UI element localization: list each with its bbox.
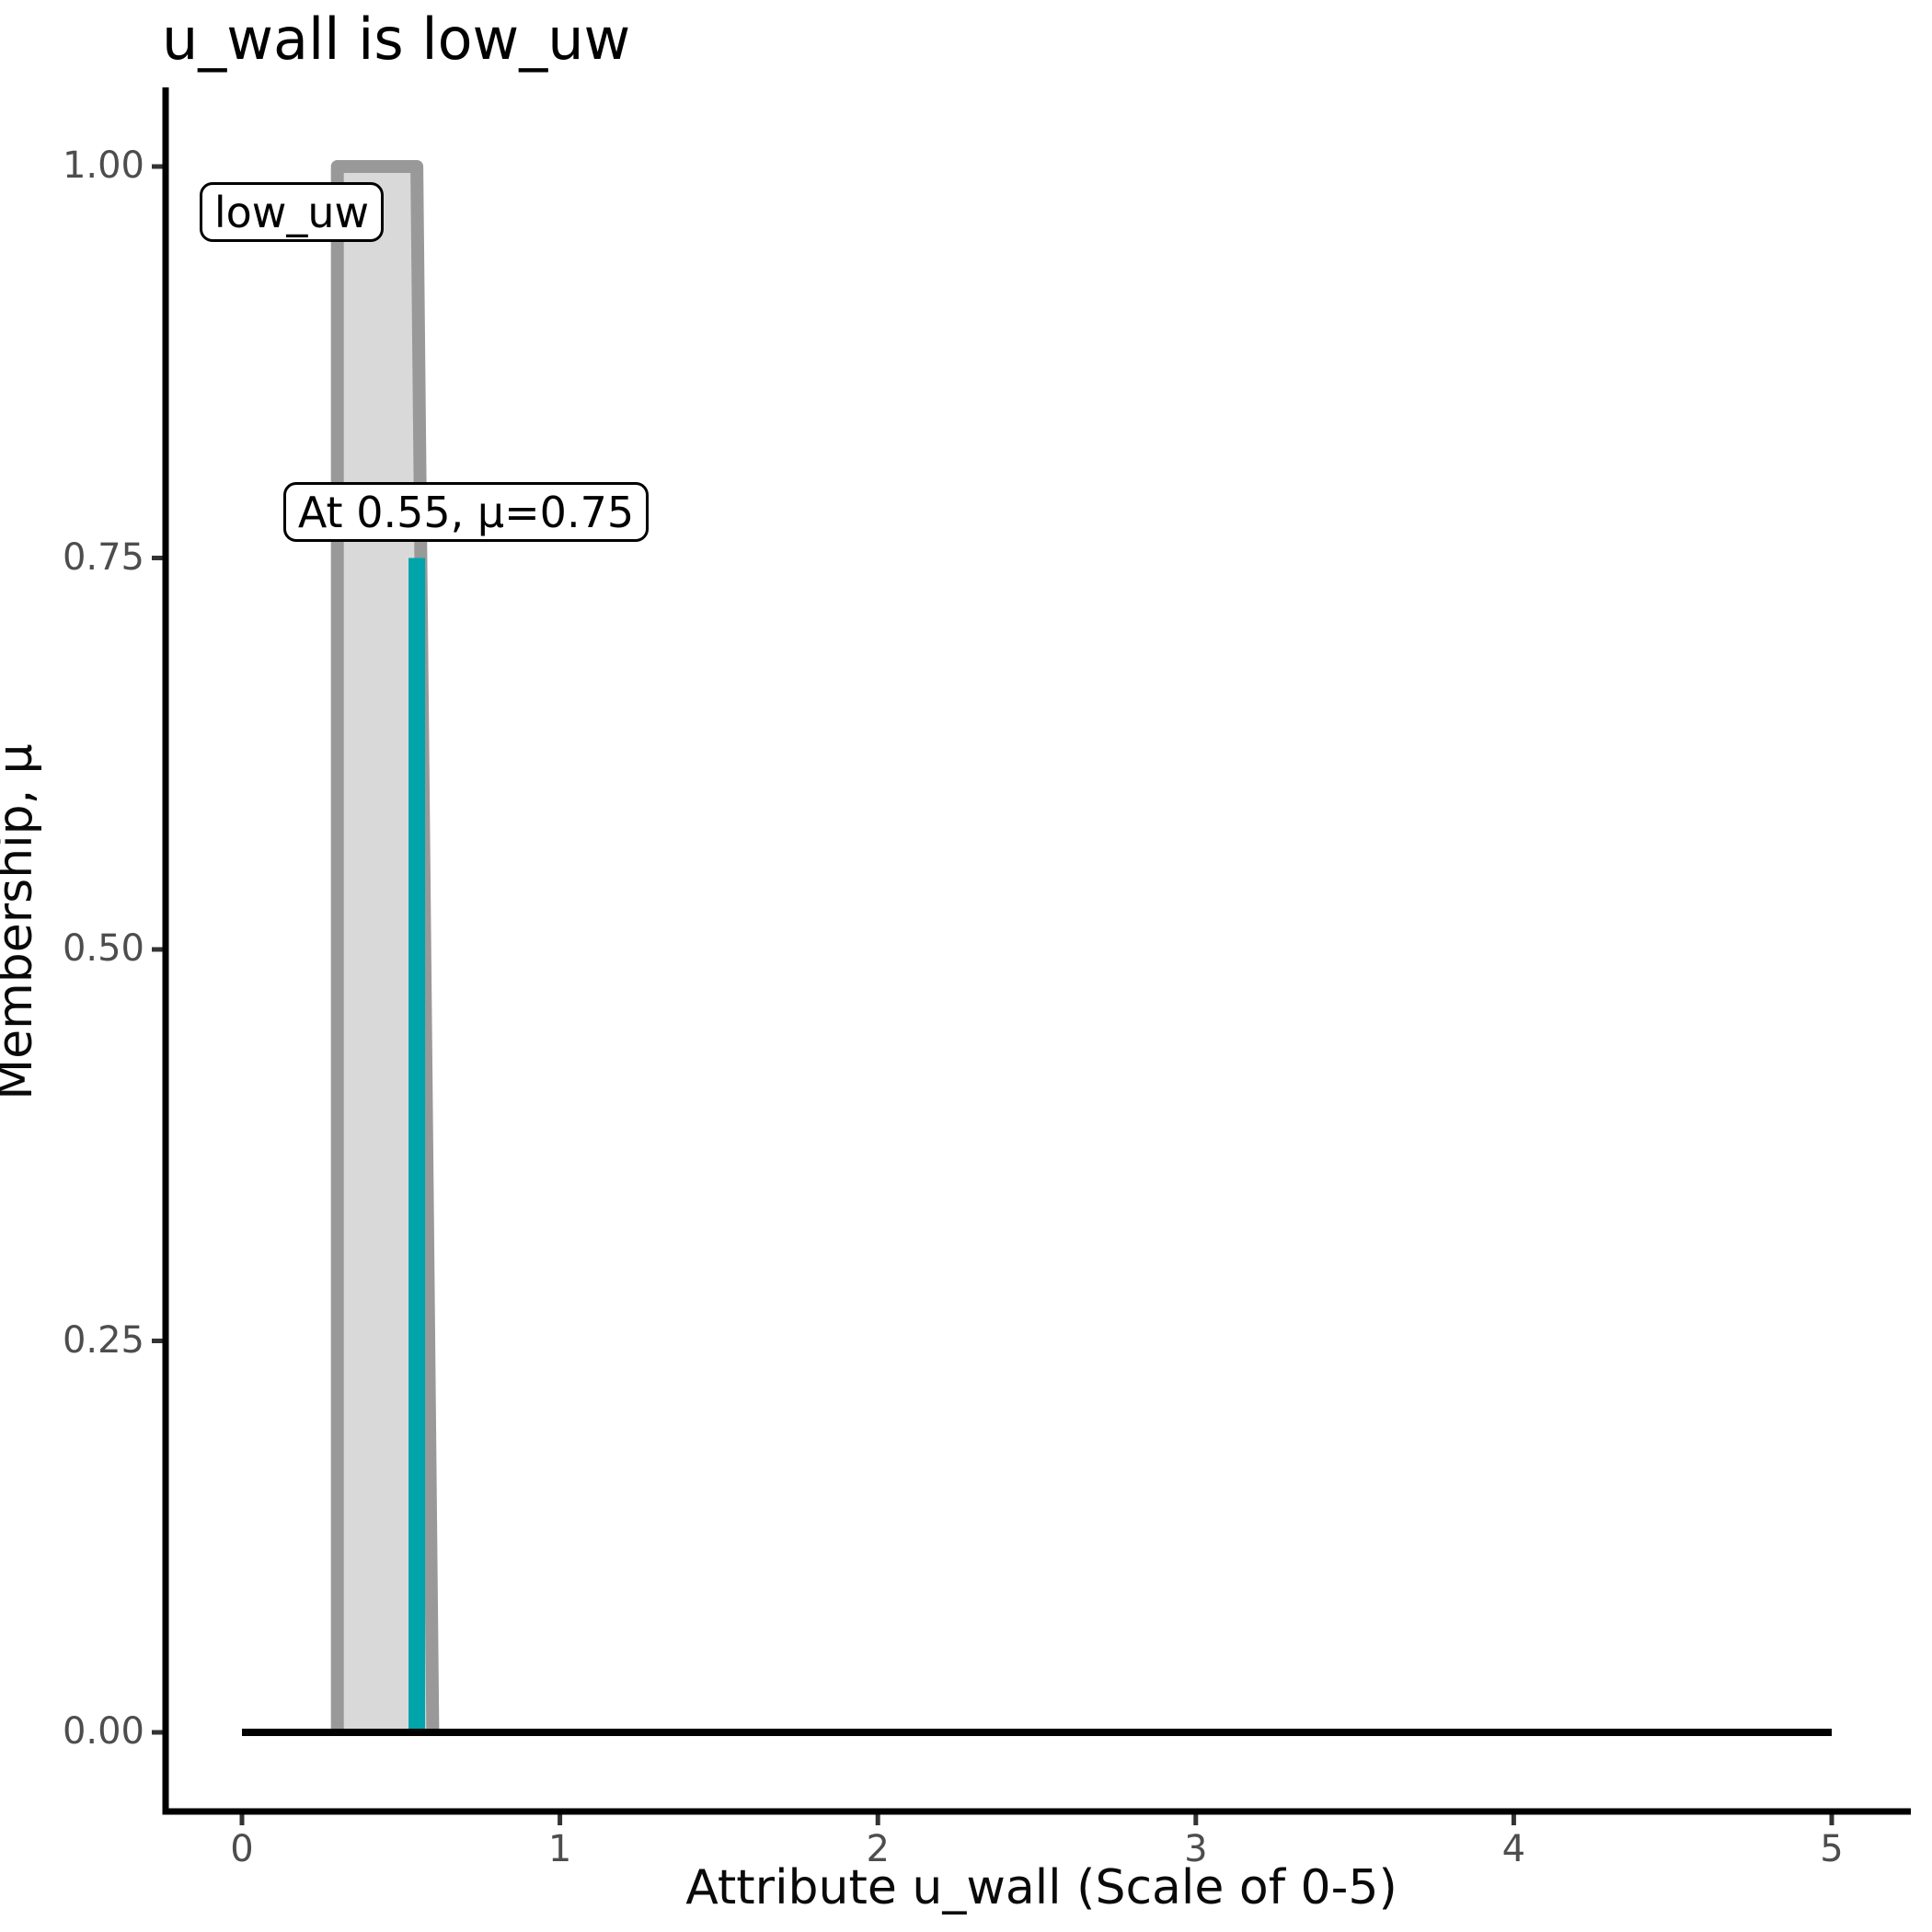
y-tick-label-1.00: 1.00 [62, 144, 144, 187]
y-axis-title: Membership, μ [0, 743, 43, 1100]
y-tick-label-0.25: 0.25 [62, 1318, 144, 1362]
x-tick-label-3: 3 [1184, 1828, 1208, 1870]
x-axis-title: Attribute u_wall (Scale of 0-5) [685, 1860, 1397, 1915]
y-tick-label-0.75: 0.75 [62, 535, 144, 579]
x-tick-label-2: 2 [866, 1828, 890, 1870]
annotation-set-label: low_uw [200, 182, 384, 242]
annotation-membership-value: At 0.55, μ=0.75 [283, 482, 649, 542]
x-tick-label-1: 1 [547, 1828, 572, 1870]
x-tick-label-0: 0 [230, 1828, 254, 1870]
annotation-set-label-text: low_uw [213, 187, 370, 237]
plot-title: u_wall is low_uw [162, 6, 631, 73]
annotation-membership-value-text: At 0.55, μ=0.75 [297, 487, 635, 537]
y-tick-label-0.50: 0.50 [62, 927, 144, 970]
x-tick-label-5: 5 [1820, 1828, 1844, 1870]
y-tick-label-0.00: 0.00 [62, 1710, 144, 1753]
x-tick-label-4: 4 [1501, 1828, 1526, 1870]
